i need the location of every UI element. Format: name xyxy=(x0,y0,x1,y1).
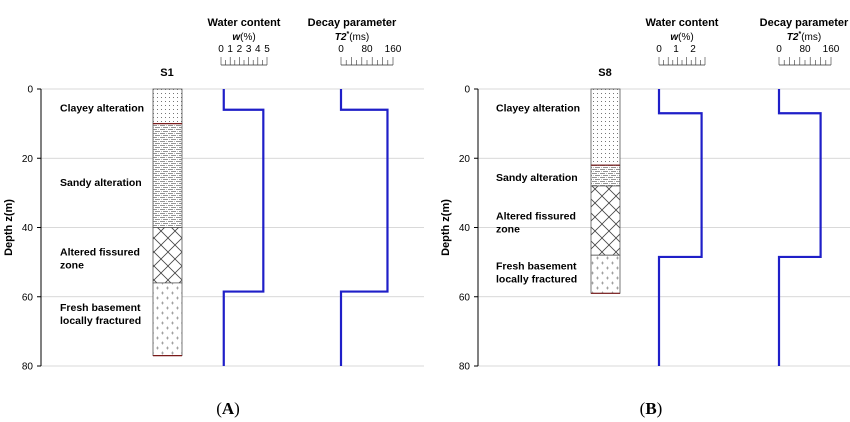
depth-tick-label: 20 xyxy=(22,154,34,165)
lithology-sand xyxy=(152,123,183,228)
water-symbol: w xyxy=(232,32,241,43)
decay-tick-label: 160 xyxy=(823,44,840,55)
water-unit-text: (%) xyxy=(240,32,256,43)
decay-sup: * xyxy=(798,31,801,38)
depth-tick-label: 60 xyxy=(459,292,471,303)
decay-unit: T2*(ms) xyxy=(787,31,821,43)
lithology-clay xyxy=(152,88,183,125)
layer-label-basement: Fresh basement locally fractured xyxy=(496,261,577,286)
layer-label-line: Fresh basement xyxy=(60,302,141,314)
panel-label: (A) xyxy=(216,399,240,418)
decay-unit-text: (ms) xyxy=(801,32,821,43)
well-name: S1 xyxy=(160,67,173,79)
water-unit-text: (%) xyxy=(678,32,694,43)
layer-label-line: locally fractured xyxy=(60,315,141,327)
layer-label-basement: Fresh basement locally fractured xyxy=(60,302,141,327)
depth-tick-label: 80 xyxy=(22,362,34,373)
lithology-sand xyxy=(590,164,621,187)
water-content-profile xyxy=(222,89,265,366)
depth-tick-label: 0 xyxy=(27,85,33,96)
decay-symbol: T2 xyxy=(335,32,347,43)
depth-axis-label: Depth z(m) xyxy=(3,199,15,256)
layer-label-line: Altered fissured xyxy=(60,247,140,259)
layer-label-line: zone xyxy=(496,223,520,235)
well-name: S8 xyxy=(598,67,611,79)
layer-label-fissured: Altered fissured zone xyxy=(496,210,576,235)
depth-tick-label: 20 xyxy=(459,154,471,165)
decay-title: Decay parameter xyxy=(308,17,397,29)
decay-tick-label: 0 xyxy=(776,44,782,55)
water-symbol: w xyxy=(670,32,679,43)
decay-unit-text: (ms) xyxy=(349,32,369,43)
water-title: Water content xyxy=(208,17,281,29)
decay-title: Decay parameter xyxy=(760,17,849,29)
lithology-fissured xyxy=(152,227,183,284)
panel-label-close: ) xyxy=(234,399,240,418)
layer-label-line: Clayey alteration xyxy=(60,103,144,115)
decay-tick-label: 80 xyxy=(799,44,811,55)
layer-label-line: Sandy alteration xyxy=(496,172,578,184)
water-unit: w(%) xyxy=(670,32,693,43)
water-tick-label: 0 xyxy=(656,44,662,55)
lithology-clay xyxy=(590,88,621,166)
decay-parameter-profile xyxy=(339,89,389,366)
decay-unit: T2*(ms) xyxy=(335,31,369,43)
water-tick-label: 2 xyxy=(237,44,243,55)
layer-label-sand: Sandy alteration xyxy=(60,177,142,189)
depth-tick-label: 40 xyxy=(459,223,471,234)
decay-parameter-profile xyxy=(777,89,822,366)
panel-label-letter: A xyxy=(222,399,235,418)
decay-tick-label: 80 xyxy=(361,44,373,55)
layer-label-line: Fresh basement xyxy=(496,261,577,273)
water-unit: w(%) xyxy=(232,32,255,43)
water-tick-label: 5 xyxy=(264,44,270,55)
water-tick-label: 1 xyxy=(673,44,679,55)
depth-tick-label: 80 xyxy=(459,362,471,373)
depth-tick-label: 60 xyxy=(22,292,34,303)
panel-label-open: ( xyxy=(640,399,646,418)
panel-label: (B) xyxy=(640,399,663,418)
water-tick-label: 1 xyxy=(227,44,233,55)
decay-tick-label: 0 xyxy=(338,44,344,55)
layer-label-sand: Sandy alteration xyxy=(496,172,578,184)
layer-label-clay: Clayey alteration xyxy=(496,103,580,115)
panel-label-open: ( xyxy=(216,399,222,418)
layer-label-line: zone xyxy=(60,260,84,272)
lithology-basement xyxy=(152,282,183,357)
decay-sup: * xyxy=(346,31,349,38)
layer-label-line: Clayey alteration xyxy=(496,103,580,115)
layer-label-clay: Clayey alteration xyxy=(60,103,144,115)
lithology-basement xyxy=(590,254,621,294)
layer-label-line: locally fractured xyxy=(496,274,577,286)
layer-label-line: Sandy alteration xyxy=(60,177,142,189)
water-title: Water content xyxy=(646,17,719,29)
water-tick-label: 3 xyxy=(246,44,252,55)
decay-tick-label: 160 xyxy=(385,44,402,55)
panel-label-letter: B xyxy=(645,399,656,418)
water-content-profile xyxy=(657,89,703,366)
water-tick-label: 4 xyxy=(255,44,261,55)
layer-label-fissured: Altered fissured zone xyxy=(60,247,140,272)
depth-tick-label: 0 xyxy=(464,85,470,96)
water-tick-label: 0 xyxy=(218,44,224,55)
layer-label-line: Altered fissured xyxy=(496,210,576,222)
depth-axis-label: Depth z(m) xyxy=(440,199,452,256)
depth-tick-label: 40 xyxy=(22,223,34,234)
decay-symbol: T2 xyxy=(787,32,799,43)
lithology-fissured xyxy=(590,185,621,256)
panel-label-close: ) xyxy=(657,399,663,418)
water-tick-label: 2 xyxy=(690,44,696,55)
